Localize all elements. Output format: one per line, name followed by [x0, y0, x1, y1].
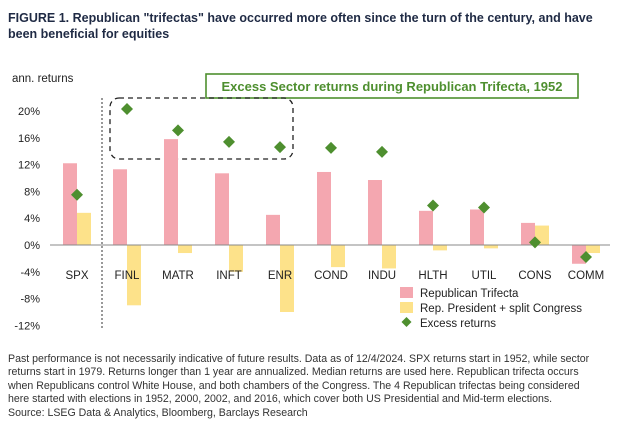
y-tick-label: 20% [18, 106, 40, 118]
bar [331, 245, 345, 268]
figure-number: FIGURE 1. [8, 11, 70, 25]
bar [317, 171, 331, 245]
footnote: Past performance is not necessarily indi… [8, 353, 618, 420]
x-tick-label: INFT [216, 270, 242, 282]
legend-label: Republican Trifecta [420, 288, 519, 300]
bar [470, 209, 484, 245]
bar [266, 214, 280, 245]
figure-title: FIGURE 1. Republican "trifectas" have oc… [8, 10, 614, 42]
legend-swatch [400, 287, 413, 298]
bar [164, 139, 178, 245]
excess-return-marker [325, 141, 337, 154]
y-tick-label: 12% [18, 160, 40, 172]
legend-label: Excess returns [420, 318, 496, 330]
x-tick-label: FINL [115, 270, 141, 282]
legend-label: Rep. President + split Congress [420, 303, 582, 315]
y-tick-label: 8% [24, 186, 40, 198]
excess-return-marker [529, 236, 541, 249]
footnote-line: when Republicans control White House, an… [8, 379, 580, 392]
bar [215, 173, 229, 245]
bar [178, 245, 192, 254]
plot-area: -12% -8% -4% 0% 4% 8% 12% 16% 20% SPX FINL MATR INFT… [14, 97, 610, 332]
excess-return-marker [71, 188, 83, 201]
excess-return-marker [427, 199, 439, 212]
x-tick-label: ENR [268, 270, 292, 282]
excess-return-marker [274, 141, 286, 154]
excess-return-marker [376, 145, 388, 158]
bar [419, 210, 433, 245]
excess-return-marker [172, 124, 184, 137]
highlight-box [109, 97, 294, 160]
footnote-line: returns start in 1979. Returns longer th… [8, 366, 579, 379]
excess-return-marker [580, 251, 592, 264]
y-tick-label: 0% [24, 240, 40, 252]
chart-title: Excess Sector returns during Republican … [221, 79, 562, 94]
figure-title-text: Republican "trifectas" have occurred mor… [8, 11, 593, 41]
y-axis-label: ann. returns [12, 73, 74, 85]
legend-swatch [400, 302, 413, 313]
x-tick-label: SPX [65, 270, 88, 282]
bar [484, 245, 498, 249]
y-tick-label: -8% [20, 294, 40, 306]
legend-marker [401, 317, 412, 327]
bar [433, 245, 447, 251]
x-tick-label: UTIL [472, 270, 498, 282]
bar [229, 245, 243, 272]
chart: ann. returns Excess Sector returns durin… [12, 73, 610, 332]
bar [368, 180, 382, 245]
y-tick-label: -12% [14, 320, 40, 332]
bar [280, 245, 294, 312]
y-tick-label: -4% [20, 267, 40, 279]
bar [127, 245, 141, 306]
bar [63, 163, 77, 245]
bar [77, 212, 91, 245]
x-tick-label: COND [314, 270, 348, 282]
excess-return-marker [223, 135, 235, 148]
bar [521, 222, 535, 245]
excess-return-marker [478, 201, 490, 214]
x-tick-label: COMM [568, 270, 604, 282]
bar [113, 169, 127, 245]
footnote-source: Source: LSEG Data & Analytics, Bloomberg… [8, 406, 308, 419]
excess-return-marker [121, 102, 133, 115]
chart-title-box: Excess Sector returns during Republican … [205, 73, 579, 99]
x-tick-label: HLTH [418, 270, 447, 282]
bar [382, 245, 396, 269]
footnote-line: Past performance is not necessarily indi… [8, 353, 590, 365]
y-tick-label: 4% [24, 213, 40, 225]
y-tick-label: 16% [18, 133, 40, 145]
footnote-line: here started with elections in 1952, 200… [8, 393, 553, 406]
x-tick-label: INDU [368, 270, 396, 282]
bar [586, 245, 600, 254]
x-tick-label: CONS [518, 270, 552, 282]
x-tick-label: MATR [162, 270, 194, 282]
chart-title-frame [205, 73, 579, 99]
